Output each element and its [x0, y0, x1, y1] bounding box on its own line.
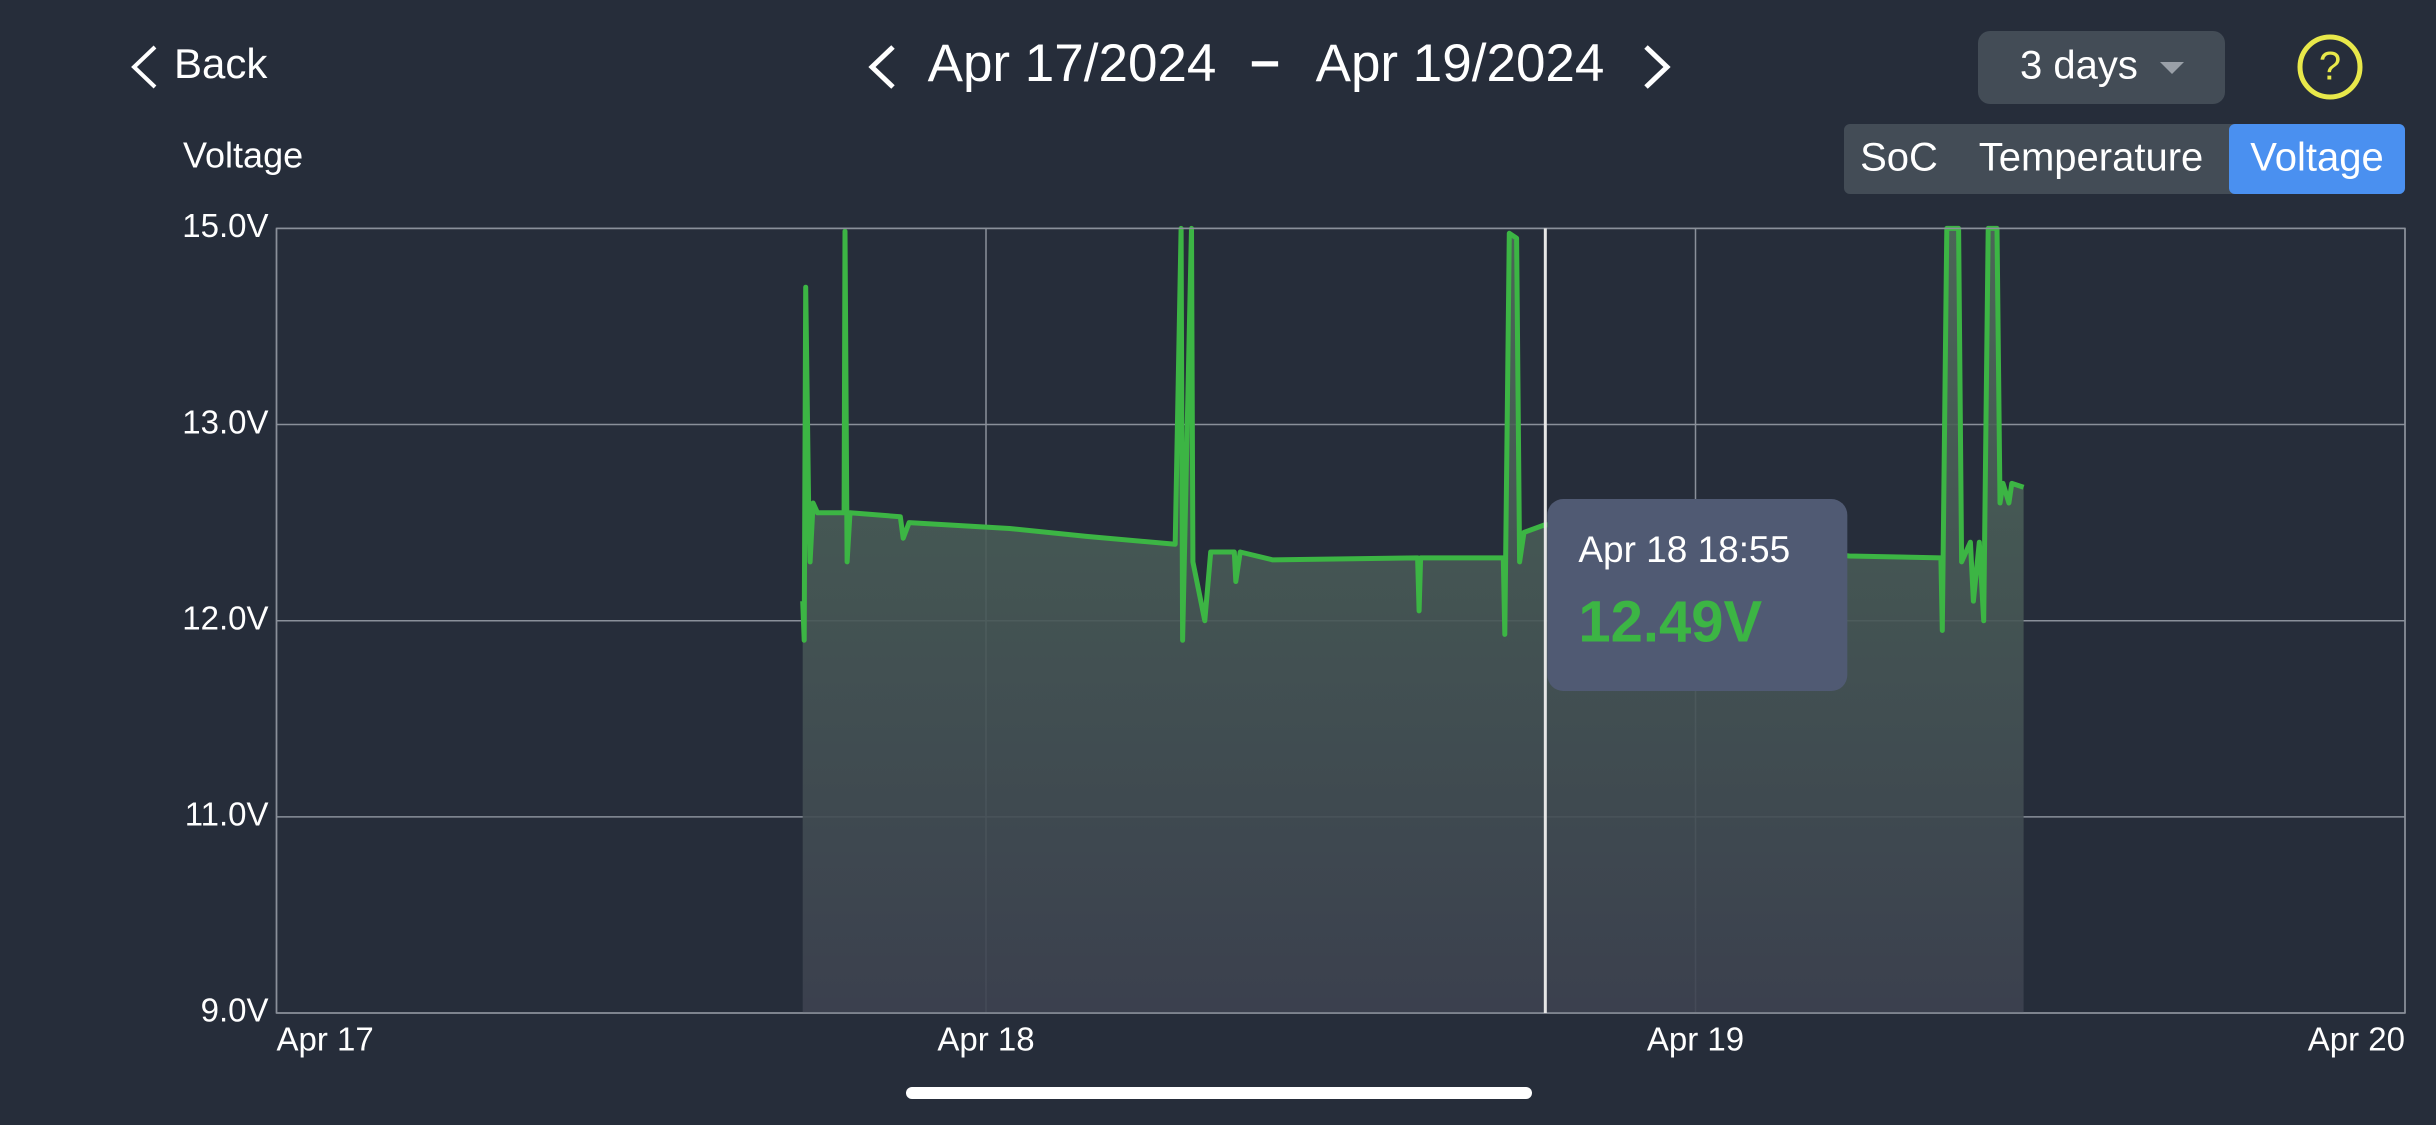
y-tick-label: 12.0V	[182, 599, 268, 636]
tab[interactable]: Temperature	[1979, 136, 2204, 180]
voltage-line	[800, 225, 2025, 643]
back-chevron[interactable]	[131, 45, 157, 89]
x-tick-label: Apr 18	[937, 1021, 1034, 1058]
start-date: Apr 17/2024	[928, 34, 1217, 93]
end-date: Apr 19/2024	[1316, 34, 1605, 93]
x-tick-label: Apr 17	[277, 1021, 374, 1058]
y-tick-label: 15.0V	[182, 207, 268, 244]
range-label: 3 days	[2020, 44, 2138, 88]
plot-border	[275, 227, 2406, 1014]
back-button[interactable]: Back	[174, 40, 268, 87]
tooltip-value: 12.49V	[1578, 589, 1762, 654]
dropdown-arrow	[2160, 62, 2184, 74]
y-axis-title: Voltage	[183, 135, 303, 176]
next-chevron[interactable]	[1644, 45, 1671, 89]
prev-chevron[interactable]	[868, 45, 895, 89]
active-tab-bg	[2229, 124, 2405, 194]
area-fill	[802, 228, 2024, 1013]
x-tick-label: Apr 20	[2308, 1021, 2405, 1058]
y-tick-label: 9.0V	[201, 992, 269, 1029]
tab-active[interactable]: Voltage	[2250, 136, 2383, 180]
x-tick-label: Apr 19	[1647, 1021, 1744, 1058]
tab[interactable]: SoC	[1860, 136, 1938, 180]
date-separator: –	[1250, 31, 1279, 90]
tooltip-time: Apr 18 18:55	[1578, 529, 1790, 570]
home-indicator	[906, 1087, 1532, 1099]
range-dropdown[interactable]	[1978, 31, 2225, 104]
help-icon: ?	[2319, 45, 2341, 89]
help-circle[interactable]	[2297, 34, 2363, 100]
plot: 9.0V 11.0V 12.0V 13.0V 15.0V Apr 17 Apr 18 Apr …	[182, 207, 2406, 1058]
y-tick-label: 13.0V	[182, 403, 268, 440]
tooltip	[1547, 499, 1848, 691]
y-tick-label: 11.0V	[185, 796, 269, 833]
